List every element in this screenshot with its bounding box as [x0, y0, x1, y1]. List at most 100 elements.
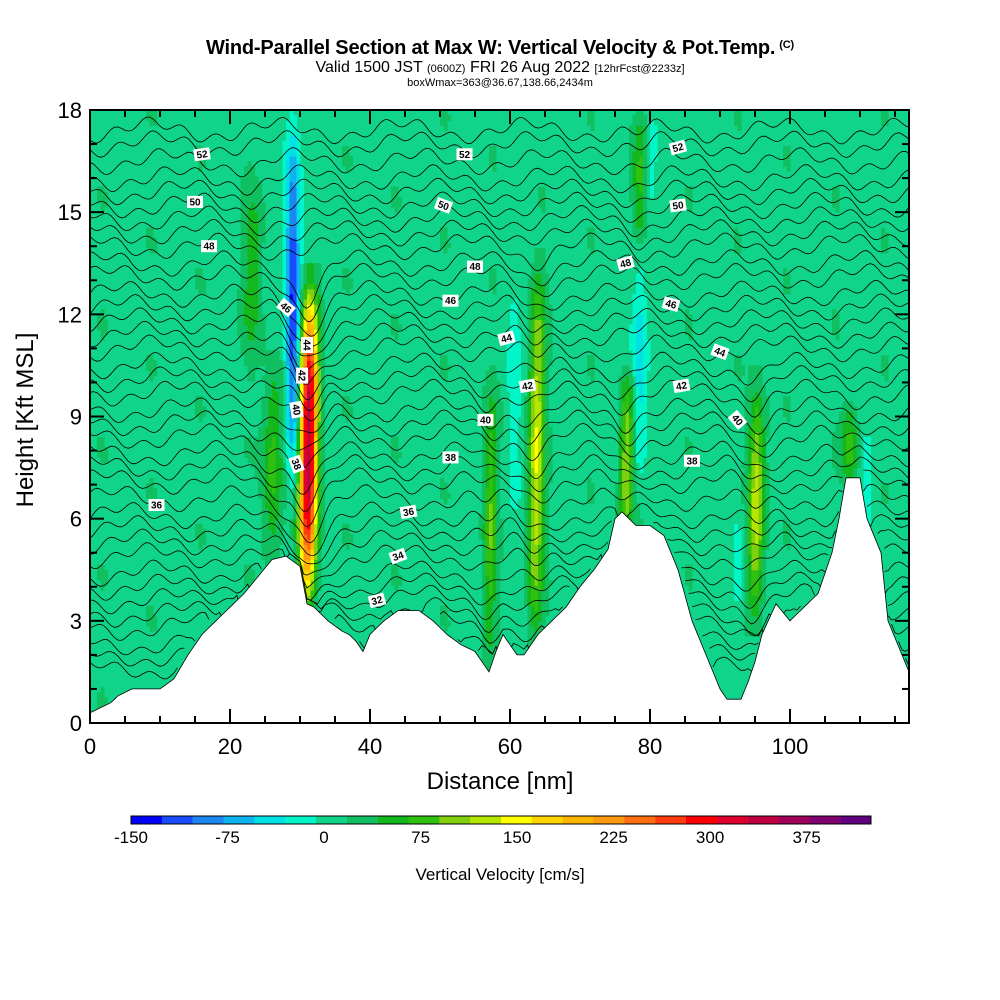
contour-label-box: [727, 409, 748, 430]
velocity-cell: [538, 590, 543, 622]
velocity-cell: [310, 600, 315, 612]
colorbar-swatch: [716, 816, 748, 824]
velocity-cell: [275, 350, 280, 392]
contour-label-text: 52: [196, 149, 209, 162]
isentrope-line: [90, 409, 909, 452]
velocity-cell: [758, 569, 763, 602]
velocity-cell: [734, 523, 739, 601]
velocity-cell: [279, 457, 284, 489]
velocity-cell: [622, 401, 627, 453]
velocity-cell: [629, 416, 634, 510]
colorbar-swatch: [562, 816, 594, 824]
velocity-cell: [261, 375, 266, 382]
colorbar-swatch: [254, 816, 286, 824]
velocity-cell: [884, 482, 889, 504]
velocity-cell: [632, 293, 637, 377]
isentrope-line: [90, 177, 909, 210]
velocity-cell: [268, 447, 273, 489]
velocity-cell: [590, 482, 595, 504]
colorbar-tick-label: 300: [696, 828, 724, 847]
velocity-cell: [839, 411, 844, 484]
contour-label-box: [301, 337, 313, 353]
velocity-cell: [643, 293, 648, 458]
colorbar-tick-label: 225: [599, 828, 627, 847]
velocity-cell: [307, 498, 312, 515]
y-tick-label: 6: [70, 507, 82, 532]
velocity-cell: [349, 278, 354, 290]
velocity-cell: [538, 293, 543, 320]
velocity-cell: [310, 304, 315, 315]
velocity-cell: [734, 227, 739, 254]
velocity-cell: [258, 181, 263, 366]
velocity-cell: [394, 564, 399, 591]
velocity-cell: [286, 227, 291, 366]
velocity-cell: [482, 539, 487, 668]
velocity-cell: [310, 559, 315, 571]
velocity-cell: [300, 355, 305, 377]
colorbar-swatch: [593, 816, 625, 824]
velocity-cell: [398, 574, 403, 586]
velocity-cell: [639, 110, 644, 126]
velocity-cell: [587, 477, 592, 504]
velocity-cell: [534, 293, 539, 320]
contour-label: 52: [456, 148, 473, 161]
velocity-cell: [541, 590, 546, 632]
contour-label-box: [201, 240, 217, 253]
velocity-cell: [639, 518, 644, 530]
velocity-cell: [632, 421, 637, 525]
velocity-cell: [307, 585, 312, 596]
velocity-cell: [275, 391, 280, 520]
velocity-cell: [632, 115, 637, 152]
colorbar: -150 -75 0 75 150 225 300 375: [114, 815, 872, 847]
colorbar-tick-label: 150: [503, 828, 531, 847]
velocity-cell: [881, 227, 886, 254]
velocity-cell: [755, 569, 760, 596]
velocity-cell: [849, 431, 854, 464]
velocity-cell: [314, 350, 319, 372]
isentrope-lines: [90, 116, 909, 685]
velocity-cell: [296, 293, 301, 331]
velocity-cell: [349, 534, 354, 545]
velocity-cell: [867, 436, 872, 525]
velocity-cell: [538, 544, 543, 591]
velocity-cell: [300, 375, 305, 407]
velocity-cell: [296, 161, 301, 244]
colorbar-swatch: [192, 816, 224, 824]
velocity-cell: [149, 227, 154, 254]
velocity-cell: [314, 329, 319, 351]
velocity-cell: [268, 488, 273, 530]
velocity-cell: [307, 539, 312, 550]
velocity-cell: [485, 488, 490, 576]
isentrope-line: [90, 583, 909, 625]
x-axis-label: Distance [nm]: [427, 768, 574, 795]
velocity-cell: [636, 503, 641, 530]
velocity-cell: [97, 564, 102, 581]
velocity-cell: [622, 452, 627, 499]
velocity-cell: [303, 580, 308, 586]
contour-label-box: [288, 454, 305, 474]
velocity-cell: [149, 355, 154, 382]
velocity-cell: [734, 355, 739, 377]
contour-label-box: [442, 451, 459, 464]
velocity-cell: [303, 263, 308, 285]
colorbar-tick-label: 375: [793, 828, 821, 847]
contour-label-box: [669, 198, 687, 213]
velocity-cell: [307, 391, 312, 499]
velocity-cell: [310, 590, 315, 601]
velocity-cell: [149, 477, 154, 504]
velocity-cell: [314, 574, 319, 596]
velocity-cell: [755, 406, 760, 433]
contour-label-text: 38: [288, 457, 302, 472]
velocity-cell: [618, 375, 623, 428]
velocity-cell: [398, 196, 403, 208]
velocity-cell: [534, 319, 539, 377]
velocity-cell: [296, 242, 301, 295]
contour-label: 44: [301, 337, 313, 353]
contour-label: 42: [672, 378, 691, 393]
velocity-cell: [548, 426, 553, 484]
velocity-cell: [307, 370, 312, 392]
velocity-cell: [293, 156, 298, 188]
velocity-cell: [636, 125, 641, 162]
velocity-cell: [688, 442, 693, 463]
velocity-cell: [244, 166, 249, 290]
